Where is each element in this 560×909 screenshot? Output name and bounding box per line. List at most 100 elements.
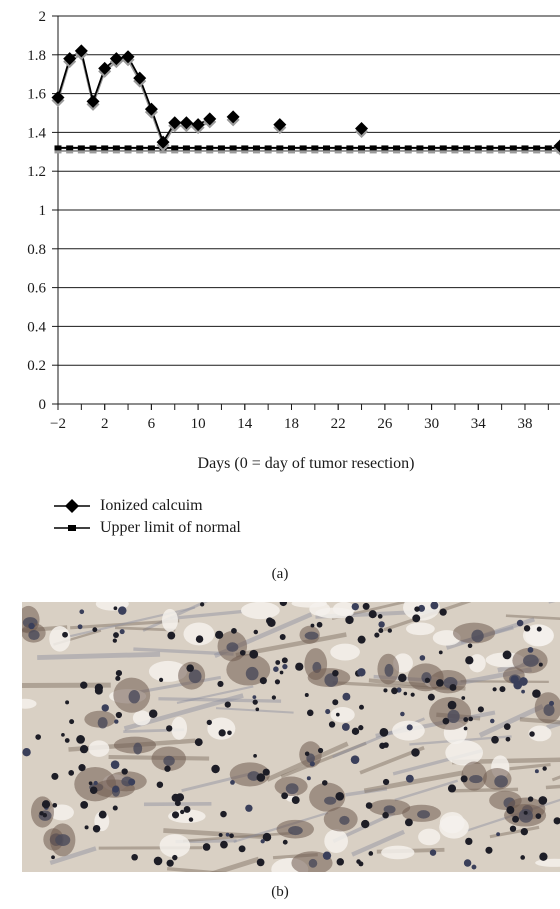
diamond-marker [63, 52, 77, 66]
diamond-marker [51, 90, 65, 104]
square-marker [112, 145, 120, 151]
x-tick-label: 6 [148, 416, 156, 432]
square-marker [264, 145, 272, 151]
square-marker [334, 145, 342, 151]
marker-shadow [381, 148, 389, 154]
series-upper-limit [54, 145, 560, 154]
marker-shadow [533, 148, 541, 154]
square-marker [311, 145, 319, 151]
marker-shadow [206, 148, 214, 154]
x-tick-label: 30 [424, 416, 439, 432]
diamond-marker [273, 118, 287, 132]
square-marker [147, 145, 155, 151]
marker-shadow [241, 148, 249, 154]
marker-shadow [77, 148, 85, 154]
square-marker [229, 145, 237, 151]
y-tick-label: 0 [39, 397, 47, 413]
square-marker [171, 145, 179, 151]
marker-shadow [544, 148, 552, 154]
marker-shadow [54, 148, 62, 154]
series-ionized-calcium [51, 44, 560, 156]
x-tick-label: 10 [191, 416, 206, 432]
square-marker [416, 145, 424, 151]
square-marker [509, 145, 517, 151]
marker-shadow [486, 148, 494, 154]
gridlines [58, 15, 560, 366]
marker-shadow [147, 148, 155, 154]
y-tick-label: 0.4 [27, 319, 46, 335]
diamond-marker [133, 71, 147, 85]
diamond-marker [86, 94, 100, 108]
marker-shadow [182, 148, 190, 154]
diamond-marker [156, 135, 170, 149]
histology-micrograph [22, 602, 560, 872]
square-marker [323, 145, 331, 151]
diamond-marker [144, 102, 158, 116]
marker-shadow [498, 148, 506, 154]
square-marker [369, 145, 377, 151]
marker-shadow [264, 148, 272, 154]
marker-shadow [287, 148, 295, 154]
marker-shadow [136, 148, 144, 154]
marker-shadow [334, 148, 342, 154]
y-tick-label: 0.8 [27, 242, 46, 258]
marker-shadow [229, 148, 237, 154]
marker-shadow [393, 148, 401, 154]
square-marker [486, 145, 494, 151]
square-marker [346, 145, 354, 151]
diamond-marker [98, 61, 112, 75]
x-axis-title: Days (0 = day of tumor resection) [198, 455, 415, 472]
square-marker [89, 145, 97, 151]
diamond-marker [355, 122, 369, 136]
y-tick-label: 1 [39, 203, 47, 219]
y-tick-labels: 0 0.2 0.4 0.6 0.8 1 1.2 1.4 1.6 1.8 2 [27, 9, 46, 413]
square-marker [66, 145, 74, 151]
square-marker [521, 145, 529, 151]
square-marker [77, 145, 85, 151]
marker-shadow [428, 148, 436, 154]
diamond-marker [168, 116, 182, 130]
diamond-marker-icon [54, 499, 90, 513]
diamond-marker [191, 118, 205, 132]
axes [52, 15, 560, 410]
x-tick-label: 22 [331, 416, 346, 432]
square-marker [451, 145, 459, 151]
square-marker [194, 145, 202, 151]
square-marker [299, 145, 307, 151]
marker-shadow [369, 148, 377, 154]
caption-a: (a) [271, 566, 289, 582]
x-tick-label: 38 [517, 416, 532, 432]
diamond-marker [179, 116, 193, 130]
x-tick-label: 34 [471, 416, 487, 432]
y-tick-label: 2 [39, 9, 47, 25]
square-marker [404, 145, 412, 151]
y-tick-label: 0.2 [27, 358, 46, 374]
y-tick-label: 1.6 [27, 87, 46, 103]
square-marker [124, 145, 132, 151]
marker-shadow [299, 148, 307, 154]
caption-b: (b) [271, 884, 289, 900]
line-chart: 00.20.40.60.811.21.41.61.82 −2 2 6 10 14 18 22… [27, 9, 560, 472]
marker-shadow [101, 148, 109, 154]
legend-label: Upper limit of normal [100, 519, 241, 536]
square-marker [206, 145, 214, 151]
diamond-marker [203, 112, 217, 126]
diamond-marker [121, 50, 135, 64]
diamond-marker [226, 110, 240, 124]
marker-shadow [89, 148, 97, 154]
diamond-marker [553, 139, 560, 153]
marker-shadow [323, 148, 331, 154]
marker-shadow [124, 148, 132, 154]
square-marker [463, 145, 471, 151]
marker-shadow [171, 148, 179, 154]
x-tick-label: 18 [284, 416, 299, 432]
square-marker [182, 145, 190, 151]
x-tick-label: 14 [237, 416, 253, 432]
square-marker [276, 145, 284, 151]
marker-shadow [217, 148, 225, 154]
square-marker [428, 145, 436, 151]
square-marker [393, 145, 401, 151]
square-marker [136, 145, 144, 151]
x-tick-labels: −2 2 6 10 14 18 22 26 30 34 38 [50, 416, 532, 432]
marker-shadow [451, 148, 459, 154]
